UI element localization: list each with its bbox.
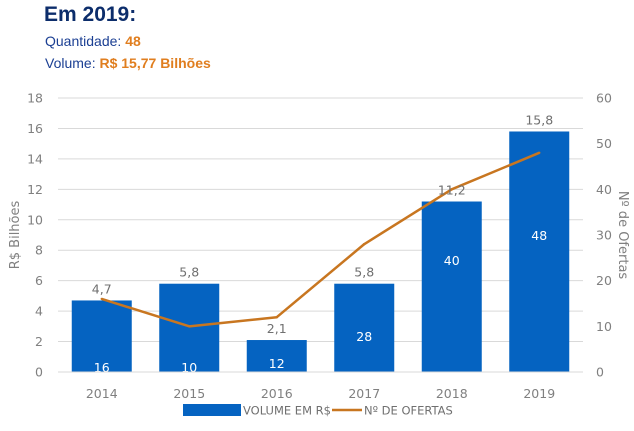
line-value-label: 28 — [356, 329, 372, 344]
legend-label-line: Nº DE OFERTAS — [364, 404, 453, 418]
x-tick-label: 2017 — [348, 386, 380, 401]
x-tick-label: 2014 — [86, 386, 118, 401]
line-point — [188, 325, 191, 328]
y-tick-label: 0 — [35, 365, 43, 380]
bar-value-label: 5,8 — [179, 265, 199, 280]
y2-axis-title: Nº de Ofertas — [615, 191, 630, 280]
quantity-label: Quantidade: — [45, 33, 122, 49]
gridlines — [58, 97, 583, 343]
ofertas-line — [101, 151, 540, 328]
y2-tick-label: 40 — [596, 182, 612, 197]
quantity-value: 48 — [125, 33, 141, 49]
line-point — [538, 151, 541, 154]
volume-stat: Volume: R$ 15,77 Bilhões — [45, 55, 211, 71]
line-value-label: 48 — [531, 228, 547, 243]
x-tick-label: 2016 — [261, 386, 293, 401]
volume-label: Volume: — [45, 55, 96, 71]
bar-value-label: 4,7 — [92, 281, 112, 296]
line-point — [100, 297, 103, 301]
bar-value-label: 15,8 — [525, 112, 553, 127]
y-tick-label: 10 — [27, 212, 43, 227]
bar — [421, 201, 482, 372]
bar — [246, 340, 307, 372]
y2-tick-label: 0 — [596, 365, 604, 380]
legend-label-bar: VOLUME EM R$ — [243, 404, 331, 418]
legend-swatch-bar — [183, 404, 241, 416]
page-title: Em 2019: — [44, 3, 137, 26]
y2-tick-label: 20 — [596, 273, 612, 288]
quantity-stat: Quantidade: 48 — [45, 33, 141, 49]
line-value-label: 12 — [269, 356, 285, 371]
y-tick-label: 14 — [27, 151, 43, 166]
line-point — [275, 316, 278, 319]
x-tick-label: 2019 — [523, 386, 555, 401]
line-value-label: 16 — [94, 360, 110, 375]
x-tick-label: 2018 — [436, 386, 468, 401]
y-axis-title: R$ Bilhões — [8, 201, 23, 270]
y-tick-label: 4 — [35, 304, 43, 319]
y-tick-label: 2 — [35, 334, 43, 349]
y-tick-label: 12 — [27, 182, 43, 197]
volume-value: R$ 15,77 Bilhões — [99, 55, 211, 71]
bar — [334, 283, 395, 372]
y-tick-label: 18 — [27, 91, 43, 106]
legend: VOLUME EM R$ Nº DE OFERTAS — [183, 404, 453, 418]
y2-tick-label: 30 — [596, 228, 612, 243]
line-series — [100, 151, 541, 328]
bar — [509, 131, 570, 372]
y2-tick-label: 10 — [596, 319, 612, 334]
bar-value-label: 2,1 — [267, 321, 287, 336]
y-tick-label: 16 — [27, 121, 43, 136]
axes: 0 2 4 6 8 10 12 14 16 18 0 10 20 30 40 50 60 R$ Bilhões Nº… — [8, 91, 630, 402]
bar-value-label: 5,8 — [354, 265, 374, 280]
line-point — [450, 188, 453, 191]
line-value-label: 40 — [444, 253, 460, 268]
bar — [159, 283, 220, 372]
y2-tick-label: 50 — [596, 136, 612, 151]
y2-tick-label: 60 — [596, 91, 612, 106]
x-tick-label: 2015 — [173, 386, 205, 401]
line-value-label: 10 — [181, 360, 197, 375]
bar-series — [71, 131, 570, 372]
data-labels: 4,7 5,8 2,1 5,8 11,2 15,8 16 10 12 28 40 48 — [92, 112, 553, 375]
line-point — [363, 242, 366, 246]
bar — [71, 300, 132, 372]
bar-value-label: 11,2 — [438, 183, 466, 198]
y-tick-label: 6 — [35, 273, 43, 288]
y-tick-label: 8 — [35, 243, 43, 258]
